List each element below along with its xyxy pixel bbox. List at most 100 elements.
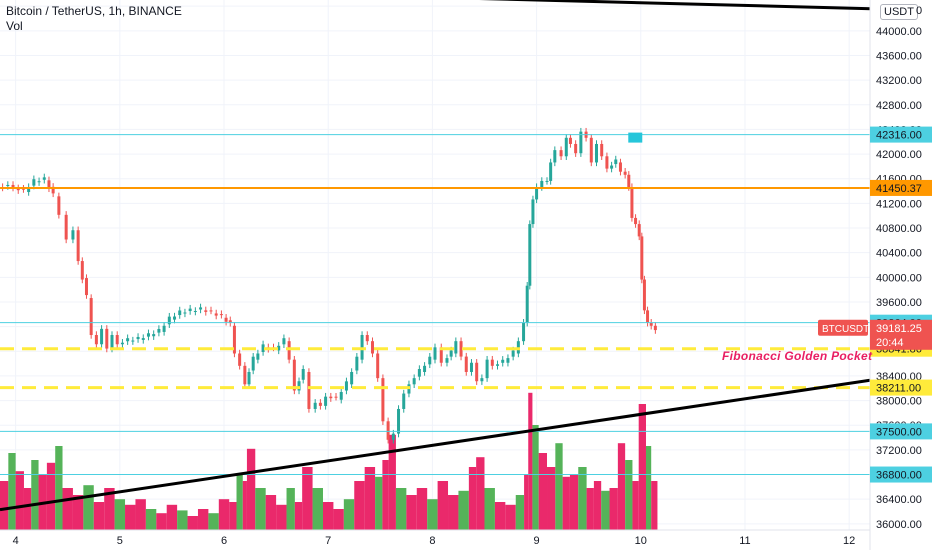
candle-body <box>642 279 646 311</box>
candle-body <box>454 341 458 354</box>
volume-bar <box>532 425 539 530</box>
candle-body <box>243 365 247 385</box>
candle-body <box>71 230 75 240</box>
volume-bar <box>448 495 459 530</box>
y-tick-label: 44000.00 <box>876 26 922 38</box>
symbol-tag: BTCUSDT <box>822 324 869 335</box>
candle-body <box>329 396 333 399</box>
candle-body <box>282 338 286 345</box>
x-tick-label: 10 <box>635 535 647 547</box>
volume-bar <box>569 474 579 530</box>
volume-bar <box>538 453 548 530</box>
volume-bar <box>476 457 485 530</box>
y-tick-label: 37200.00 <box>876 445 922 457</box>
currency-button[interactable]: USDT <box>880 4 918 20</box>
candle-body <box>47 180 51 189</box>
volume-bar <box>375 476 383 530</box>
candle-body <box>568 137 572 144</box>
candle-body <box>653 325 657 331</box>
candle-body <box>464 356 468 372</box>
candle-body <box>490 359 494 366</box>
candle-body <box>627 174 631 188</box>
volume-bar <box>524 474 529 530</box>
symbol-tag-bg <box>818 319 868 336</box>
candle-body <box>423 365 427 372</box>
volume-bar <box>333 509 344 530</box>
y-tick-label: 40400.00 <box>876 248 922 260</box>
level-label-bg <box>870 179 932 196</box>
candle-body <box>238 353 242 366</box>
chart-legend: Bitcoin / TetherUS, 1h, BINANCE Vol <box>6 4 182 34</box>
volume-bars <box>0 392 658 530</box>
level-label: 41450.37 <box>876 183 922 195</box>
candle-body <box>370 341 374 354</box>
settings-icon[interactable]: 0 <box>916 5 923 17</box>
x-tick-label: 11 <box>739 535 750 547</box>
candle-body <box>110 335 114 349</box>
volume-bar <box>562 476 570 530</box>
candle-body <box>318 402 322 406</box>
trendline <box>0 378 871 512</box>
candle-body <box>51 186 55 194</box>
volume-bar <box>46 462 56 530</box>
candle-body <box>433 347 437 360</box>
y-tick-label: 38000.00 <box>876 396 922 408</box>
candle-body <box>152 334 156 337</box>
candle-body <box>256 353 260 360</box>
candle-body <box>16 188 20 191</box>
candle-body <box>334 396 338 398</box>
candle-body <box>553 150 557 163</box>
candle-body <box>32 179 36 186</box>
x-tick-label: 9 <box>534 535 540 547</box>
volume-bar <box>458 490 469 530</box>
candle-body <box>525 285 529 323</box>
volume-bar <box>593 481 602 530</box>
candle-body <box>136 336 140 340</box>
last-price-bg <box>870 319 932 350</box>
candle-body <box>412 378 416 385</box>
horizontal-levels <box>0 134 870 476</box>
candle-body <box>485 359 489 379</box>
volume-bar <box>55 446 63 530</box>
candle-body <box>386 421 390 440</box>
price-countdown: 20:44 <box>876 337 904 349</box>
level-label: 37500.00 <box>876 426 922 438</box>
price-axis-bg <box>870 0 932 550</box>
volume-bar <box>23 488 32 530</box>
volume-bar <box>145 509 157 530</box>
symbol-title: Bitcoin / TetherUS, 1h, BINANCE <box>6 4 182 18</box>
volume-bar <box>555 443 563 530</box>
level-label: 38211.00 <box>876 383 921 395</box>
candle-body <box>594 143 598 163</box>
candle-body <box>204 310 208 312</box>
volume-bar <box>15 471 24 530</box>
last-price-value: 39181.25 <box>876 323 922 335</box>
volume-bar <box>625 460 633 530</box>
candle-body <box>501 359 505 363</box>
volume-bar <box>528 392 533 530</box>
candle-body <box>469 362 473 372</box>
candle-body <box>183 312 187 314</box>
x-tick-label: 6 <box>221 535 227 547</box>
candle-body <box>6 184 10 187</box>
level-label-bg <box>870 126 932 143</box>
candle-body <box>623 171 627 175</box>
volume-bar <box>505 504 516 530</box>
volume-bar <box>125 504 136 530</box>
volume-bar <box>197 509 209 530</box>
candle-body <box>11 184 15 188</box>
candle-body <box>417 369 421 377</box>
volume-bar <box>294 502 303 530</box>
volume-bar <box>395 488 407 530</box>
candle-body <box>540 180 544 188</box>
candle-body <box>277 345 281 351</box>
candle-body <box>324 396 328 406</box>
candle-body <box>141 338 145 340</box>
y-tick-label: 36400.00 <box>876 494 922 506</box>
candle-body <box>105 328 109 349</box>
candle-body <box>630 187 634 218</box>
volume-label: Vol <box>6 19 23 33</box>
volume-bar <box>312 488 323 530</box>
candle-body <box>157 328 161 333</box>
